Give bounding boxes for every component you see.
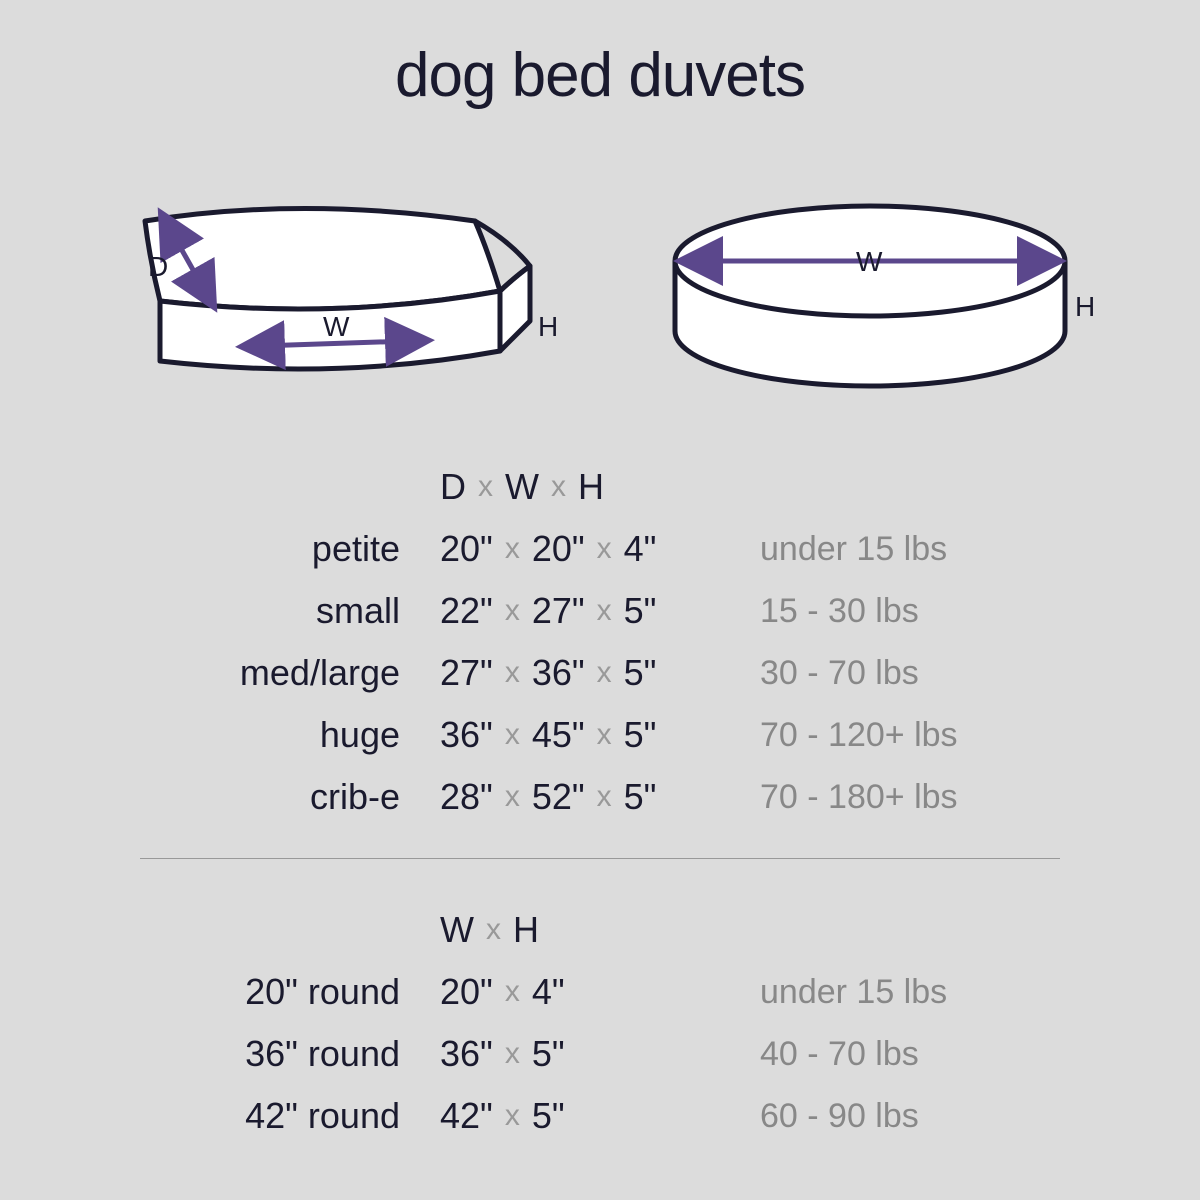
dim-d: 28": [440, 776, 493, 818]
table-row: 20" round 20" x 4" under 15 lbs: [150, 971, 1050, 1013]
header-w: W: [440, 909, 474, 951]
weight-range: 70 - 180+ lbs: [760, 778, 1050, 817]
dim-h: 4": [532, 971, 565, 1013]
sep-x: x: [597, 780, 612, 814]
dim-h: 5": [624, 652, 657, 694]
dim-w: 27": [532, 590, 585, 632]
dim-d: 36": [440, 714, 493, 756]
table-row: crib-e 28" x 52" x 5" 70 - 180+ lbs: [150, 776, 1050, 818]
table-row: 36" round 36" x 5" 40 - 70 lbs: [150, 1033, 1050, 1075]
header-d: D: [440, 466, 466, 508]
dim-d: 20": [440, 528, 493, 570]
round-width-label: W: [856, 246, 883, 277]
round-bed-diagram: W H: [650, 161, 1130, 426]
sep-x: x: [505, 594, 520, 628]
sep-x: x: [597, 532, 612, 566]
size-name: 20" round: [150, 971, 440, 1013]
dim-h: 5": [532, 1033, 565, 1075]
sep-x: x: [551, 470, 566, 504]
sep-x: x: [478, 470, 493, 504]
height-label: H: [538, 311, 558, 342]
table-row: huge 36" x 45" x 5" 70 - 120+ lbs: [150, 714, 1050, 756]
weight-range: 70 - 120+ lbs: [760, 716, 1050, 755]
dim-d: 27": [440, 652, 493, 694]
weight-range: 30 - 70 lbs: [760, 654, 1050, 693]
size-name: small: [150, 590, 440, 632]
size-name: huge: [150, 714, 440, 756]
table-row: petite 20" x 20" x 4" under 15 lbs: [150, 528, 1050, 570]
size-name: 42" round: [150, 1095, 440, 1137]
weight-range: under 15 lbs: [760, 530, 1050, 569]
dim-w: 20": [532, 528, 585, 570]
sep-x: x: [505, 975, 520, 1009]
table-row: 42" round 42" x 5" 60 - 90 lbs: [150, 1095, 1050, 1137]
size-name: 36" round: [150, 1033, 440, 1075]
sep-x: x: [597, 718, 612, 752]
table-row: small 22" x 27" x 5" 15 - 30 lbs: [150, 590, 1050, 632]
dim-d: 22": [440, 590, 493, 632]
sep-x: x: [597, 656, 612, 690]
header-h: H: [513, 909, 539, 951]
weight-range: 15 - 30 lbs: [760, 592, 1050, 631]
table-row: med/large 27" x 36" x 5" 30 - 70 lbs: [150, 652, 1050, 694]
depth-label: D: [148, 251, 168, 282]
header-w: W: [505, 466, 539, 508]
sep-x: x: [505, 656, 520, 690]
round-height-label: H: [1075, 291, 1095, 322]
rect-header-row: D x W x H: [150, 466, 1050, 508]
dim-w: 52": [532, 776, 585, 818]
size-name: crib-e: [150, 776, 440, 818]
sep-x: x: [505, 1099, 520, 1133]
sep-x: x: [486, 913, 501, 947]
dim-h: 5": [532, 1095, 565, 1137]
weight-range: 60 - 90 lbs: [760, 1097, 1050, 1136]
section-divider: [140, 858, 1060, 859]
rectangular-bed-diagram: D W H: [70, 161, 570, 426]
size-name: petite: [150, 528, 440, 570]
weight-range: under 15 lbs: [760, 973, 1050, 1012]
weight-range: 40 - 70 lbs: [760, 1035, 1050, 1074]
sep-x: x: [505, 780, 520, 814]
sep-x: x: [505, 1037, 520, 1071]
dim-h: 5": [624, 776, 657, 818]
dim-h: 5": [624, 714, 657, 756]
sep-x: x: [505, 718, 520, 752]
round-header-row: W x H: [150, 909, 1050, 951]
sep-x: x: [505, 532, 520, 566]
dim-w: 42": [440, 1095, 493, 1137]
dim-w: 36": [532, 652, 585, 694]
dim-w: 45": [532, 714, 585, 756]
dim-w: 36": [440, 1033, 493, 1075]
size-name: med/large: [150, 652, 440, 694]
dim-h: 5": [624, 590, 657, 632]
size-table: D x W x H petite 20" x 20" x 4" under 15…: [0, 466, 1200, 1137]
page-title: dog bed duvets: [395, 40, 805, 111]
sep-x: x: [597, 594, 612, 628]
header-h: H: [578, 466, 604, 508]
dim-w: 20": [440, 971, 493, 1013]
dim-h: 4": [624, 528, 657, 570]
diagrams-area: D W H: [0, 161, 1200, 426]
width-label: W: [323, 311, 350, 342]
